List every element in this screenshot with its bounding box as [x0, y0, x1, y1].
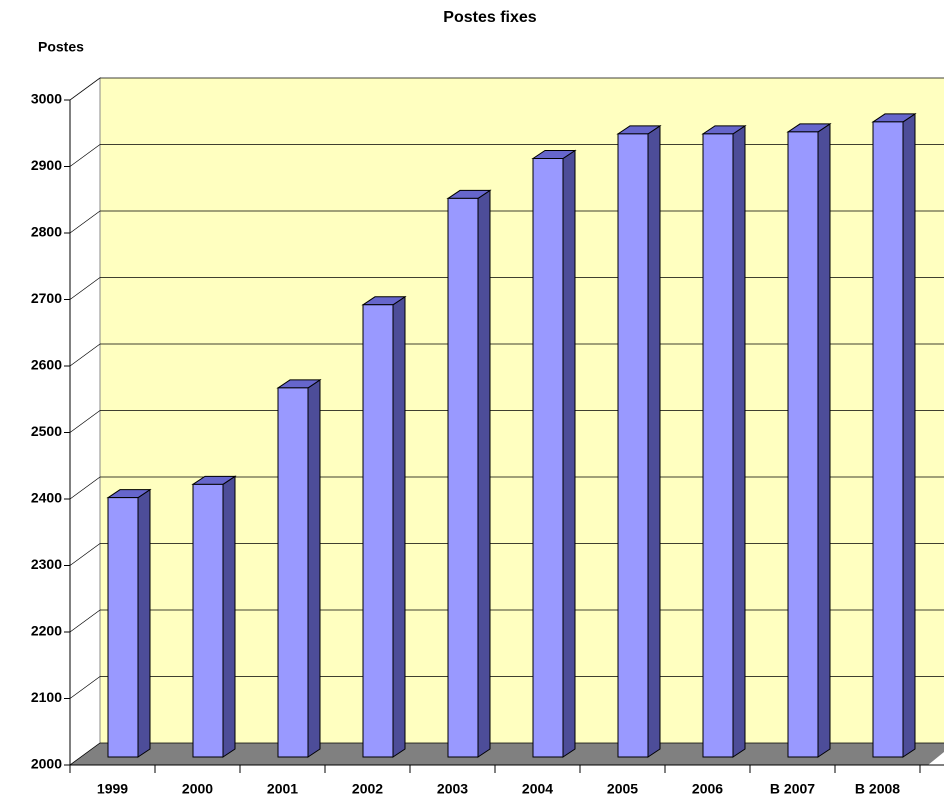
bar: [701, 124, 747, 758]
bar: [871, 112, 917, 758]
bar: [361, 295, 407, 758]
y-tick-label: 2800: [31, 224, 62, 240]
bar-side: [732, 124, 746, 758]
bar-front: [277, 387, 309, 758]
y-tick-label: 2400: [31, 490, 62, 506]
bar-front: [702, 133, 734, 758]
bar-front: [872, 121, 904, 758]
y-tick-label: 2200: [31, 623, 62, 639]
grid-line: [69, 277, 101, 300]
bar-front: [532, 158, 564, 758]
y-tick-label: 2700: [31, 290, 62, 306]
grid-line: [69, 476, 101, 500]
grid-line: [69, 676, 101, 699]
bar: [106, 488, 152, 758]
grid-line: [69, 343, 101, 367]
bar-front: [447, 197, 479, 758]
x-tick-label: 2000: [182, 781, 213, 797]
bar-front: [787, 131, 819, 758]
bar: [786, 122, 832, 758]
x-tick-label: B 2008: [855, 781, 900, 797]
grid-line: [69, 609, 101, 633]
bar: [616, 124, 662, 758]
bar-side: [137, 488, 151, 758]
x-tick-label: 2001: [267, 781, 298, 797]
bar-side: [392, 295, 406, 758]
bar-side: [817, 122, 831, 758]
bar-side: [647, 124, 661, 758]
bar-side: [902, 112, 916, 758]
bar-side: [477, 189, 491, 758]
y-tick-label: 2100: [31, 689, 62, 705]
bar: [276, 378, 322, 758]
bar-side: [307, 378, 321, 758]
bar: [531, 149, 577, 758]
bar: [446, 189, 492, 758]
x-tick-label: 2002: [352, 781, 383, 797]
x-tick-label: 2005: [607, 781, 638, 797]
y-tick-label: 2500: [31, 423, 62, 439]
bar-front: [107, 497, 139, 758]
bar-side: [562, 149, 576, 758]
x-tick-label: 2003: [437, 781, 468, 797]
x-tick-label: 2006: [692, 781, 723, 797]
chart-title: Postes fixes: [443, 9, 536, 26]
grid-line: [69, 742, 101, 766]
bar-front: [617, 133, 649, 758]
x-tick-label: 1999: [97, 781, 128, 797]
bar-side: [222, 475, 236, 758]
bar-front: [192, 483, 224, 758]
grid-line: [69, 543, 101, 566]
y-tick-label: 2300: [31, 556, 62, 572]
x-tick-label: B 2007: [770, 781, 815, 797]
y-tick-label: 3000: [31, 91, 62, 107]
y-tick-label: 2000: [31, 756, 62, 772]
y-axis-label: Postes: [38, 39, 84, 55]
grid-line: [69, 210, 101, 234]
y-tick-label: 2600: [31, 357, 62, 373]
grid-line: [69, 77, 101, 101]
x-tick-label: 2004: [522, 781, 553, 797]
grid-line: [69, 144, 101, 167]
bar: [191, 475, 237, 758]
grid-line: [69, 410, 101, 433]
y-tick-label: 2900: [31, 157, 62, 173]
bar-front: [362, 304, 394, 758]
